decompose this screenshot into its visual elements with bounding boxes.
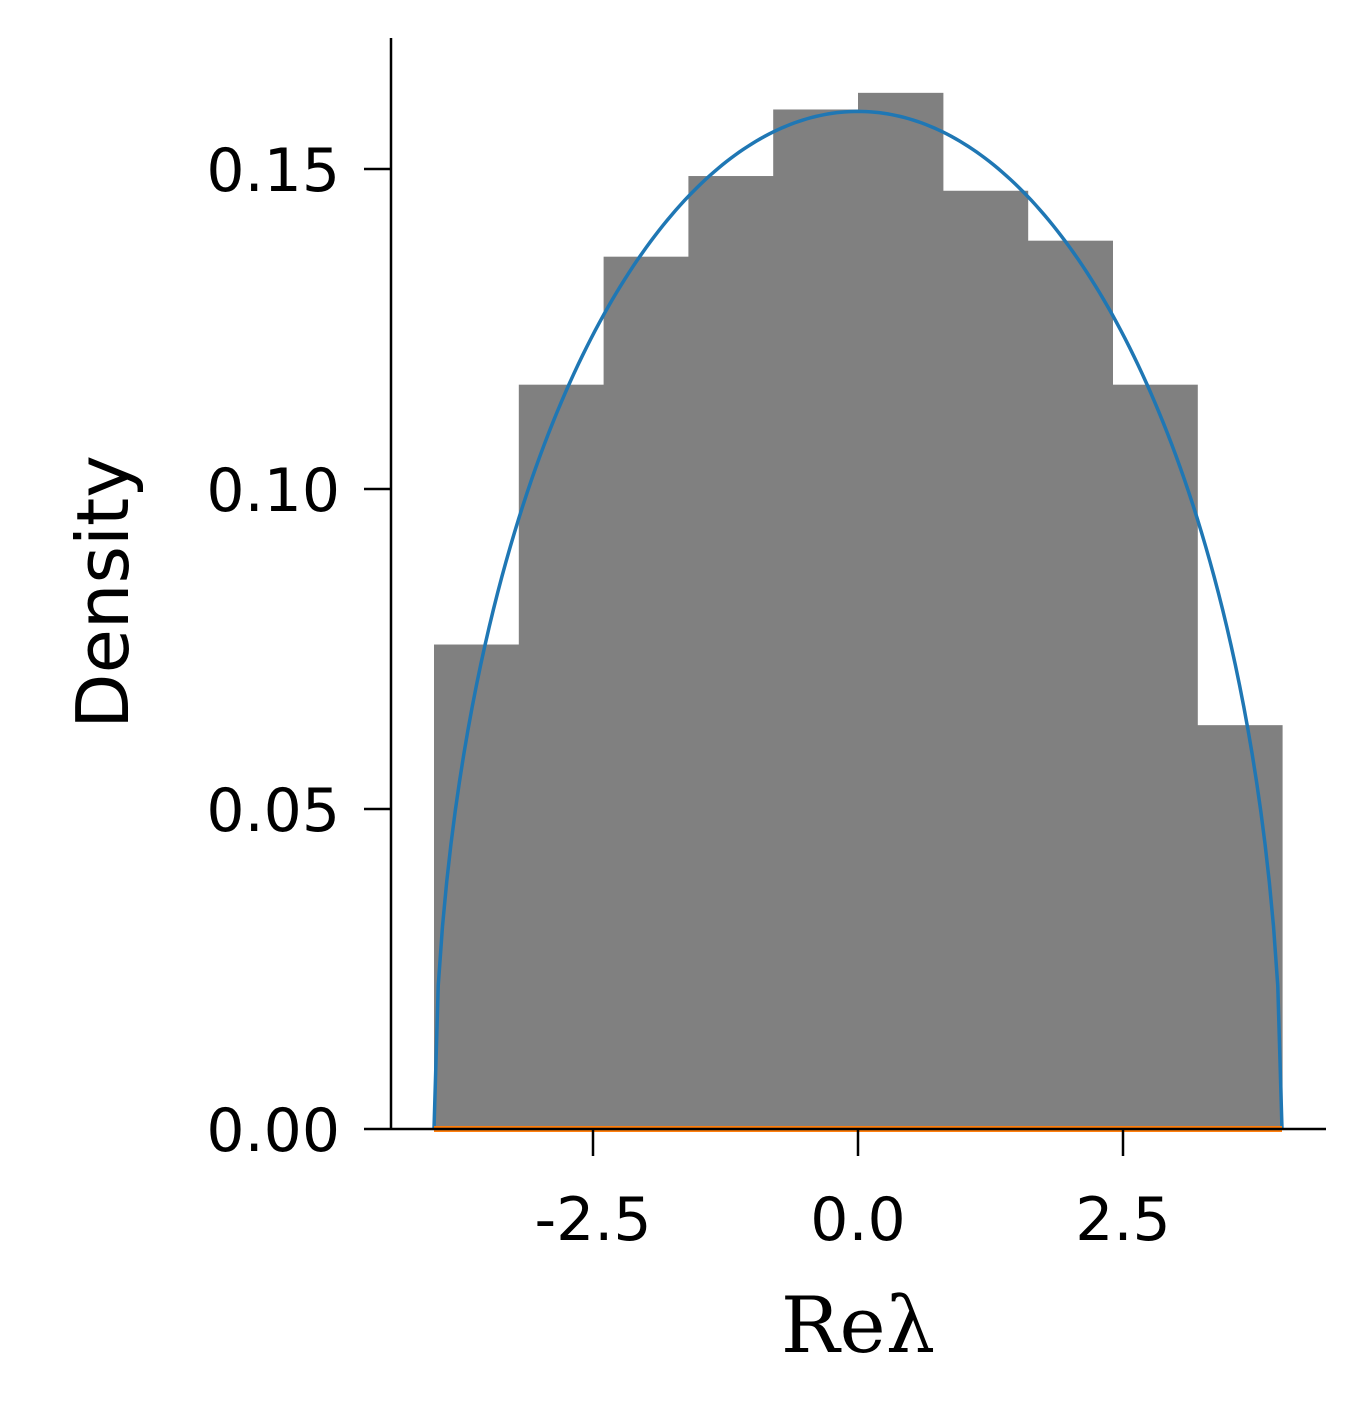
histogram-bar-8 bbox=[1027, 240, 1113, 1129]
x-tick-label: 2.5 bbox=[1075, 1185, 1170, 1255]
y-tick-label: 0.00 bbox=[206, 1096, 340, 1166]
x-axis-title: Reλ bbox=[781, 1281, 935, 1371]
x-tick-label: 0.0 bbox=[810, 1185, 905, 1255]
y-tick-label: 0.15 bbox=[206, 136, 340, 206]
y-ticks: 0.00 0.05 0.10 0.15 bbox=[206, 136, 391, 1166]
histogram-bar-2 bbox=[518, 384, 605, 1129]
x-tick-label: -2.5 bbox=[534, 1185, 651, 1255]
histogram-bar-3 bbox=[603, 256, 689, 1129]
histogram-bar-1 bbox=[434, 644, 520, 1129]
histogram-bar-9 bbox=[1112, 384, 1198, 1129]
histogram-bar-6 bbox=[858, 92, 944, 1130]
y-tick-label: 0.10 bbox=[206, 456, 340, 526]
histogram-bar-4 bbox=[688, 176, 774, 1130]
histogram-bar-7 bbox=[942, 190, 1029, 1129]
y-tick-label: 0.05 bbox=[206, 776, 340, 846]
histogram-bars bbox=[434, 92, 1283, 1130]
histogram-bar-5 bbox=[773, 109, 859, 1130]
semicircle-density-curve bbox=[432, 109, 1284, 1130]
y-axis-title: Density bbox=[61, 455, 145, 729]
histogram-bar-10 bbox=[1197, 725, 1283, 1129]
x-ticks: -2.5 0.0 2.5 bbox=[534, 1129, 1171, 1255]
